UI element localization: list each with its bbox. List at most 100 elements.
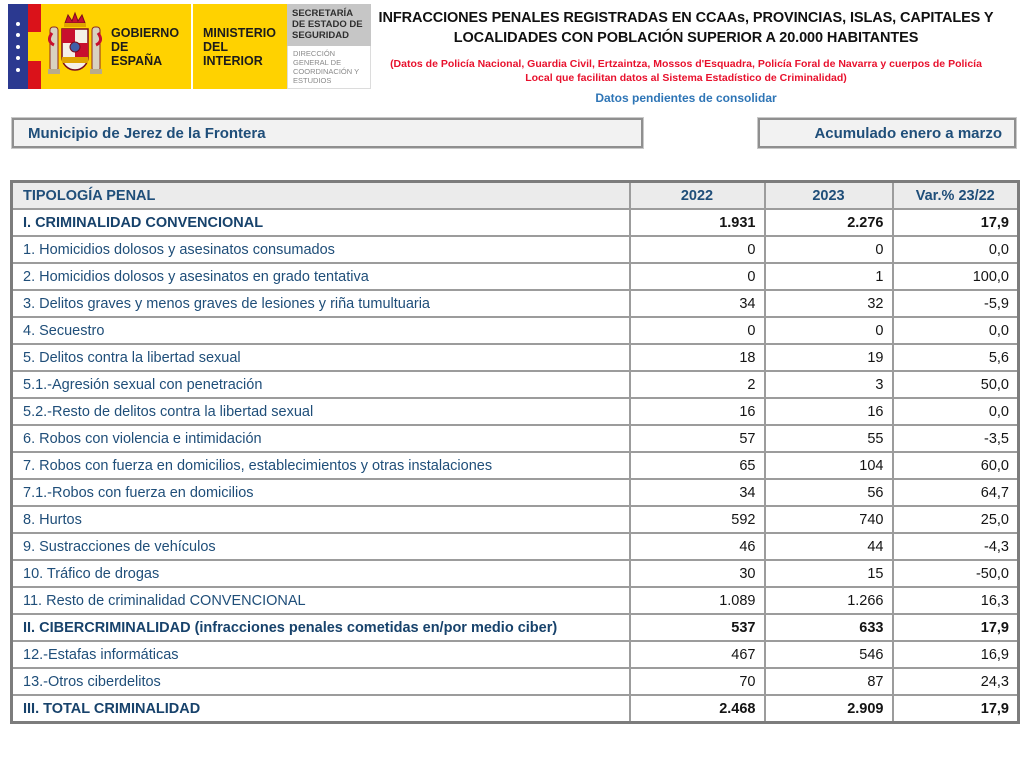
row-value-variation: 16,3 [891,586,1020,615]
row-value-2023: 104 [763,451,894,480]
row-value-variation: -4,3 [891,532,1020,561]
column-header-2023: 2023 [763,180,894,210]
gobierno-de-espana-logo: GOBIERNO DE ESPAÑA MINISTERIO DEL INTERI… [8,4,371,89]
government-label: GOBIERNO DE ESPAÑA [111,25,180,68]
row-value-variation: -5,9 [891,289,1020,318]
row-label: 5. Delitos contra la libertad sexual [10,343,631,372]
row-label: 5.2.-Resto de delitos contra la libertad… [10,397,631,426]
table-row: 8. Hurtos 592 740 25,0 [10,505,1020,534]
direction-label: DIRECCIÓN GENERAL DE COORDINACIÓN Y ESTU… [287,46,371,89]
row-value-2023: 56 [763,478,894,507]
municipality-selector[interactable]: Municipio de Jerez de la Frontera [11,117,644,149]
column-header-variation: Var.% 23/22 [891,180,1020,210]
logo-secretary-panel: SECRETARÍA DE ESTADO DE SEGURIDAD DIRECC… [287,4,371,89]
row-value-2022: 65 [628,451,766,480]
table-row: II. CIBERCRIMINALIDAD (infracciones pena… [10,613,1020,642]
row-value-2023: 3 [763,370,894,399]
row-value-2023: 0 [763,316,894,345]
row-value-variation: 17,9 [891,613,1020,642]
row-value-variation: -50,0 [891,559,1020,588]
row-value-2023: 15 [763,559,894,588]
table-header-row: TIPOLOGÍA PENAL 2022 2023 Var.% 23/22 [10,180,1020,210]
row-label: 7.1.-Robos con fuerza en domicilios [10,478,631,507]
row-label: 12.-Estafas informáticas [10,640,631,669]
row-label: 10. Tráfico de drogas [10,559,631,588]
row-value-2022: 0 [628,316,766,345]
row-value-variation: 25,0 [891,505,1020,534]
row-label: 2. Homicidios dolosos y asesinatos en gr… [10,262,631,291]
row-value-2023: 740 [763,505,894,534]
table-row: 7.1.-Robos con fuerza en domicilios 34 56 6… [10,478,1020,507]
row-value-variation: 60,0 [891,451,1020,480]
title-block: INFRACCIONES PENALES REGISTRADAS EN CCAA… [352,8,1020,105]
row-value-2023: 32 [763,289,894,318]
row-value-2023: 2.909 [763,694,894,724]
page-title: INFRACCIONES PENALES REGISTRADAS EN CCAA… [352,8,1020,48]
pending-consolidation-note: Datos pendientes de consolidar [595,91,777,105]
table-row: 5.1.-Agresión sexual con penetración 2 3 50… [10,370,1020,399]
row-value-variation: 0,0 [891,397,1020,426]
row-value-variation: 100,0 [891,262,1020,291]
logo-flag-panel: GOBIERNO DE ESPAÑA MINISTERIO DEL INTERI… [8,4,287,89]
period-selector[interactable]: Acumulado enero a marzo [757,117,1017,149]
row-label: 4. Secuestro [10,316,631,345]
table-body: I. CRIMINALIDAD CONVENCIONAL 1.931 2.276 17… [10,208,1020,724]
spain-flag-icon [28,4,41,89]
row-value-2023: 2.276 [763,208,894,237]
logo-divider [191,4,193,89]
row-value-2022: 34 [628,478,766,507]
row-label: 9. Sustracciones de vehículos [10,532,631,561]
row-value-2022: 16 [628,397,766,426]
row-value-variation: 5,6 [891,343,1020,372]
crime-statistics-table: TIPOLOGÍA PENAL 2022 2023 Var.% 23/22 I.… [10,180,1020,724]
row-value-2022: 57 [628,424,766,453]
row-value-variation: 17,9 [891,208,1020,237]
row-value-2022: 0 [628,262,766,291]
row-value-2023: 0 [763,235,894,264]
spain-coat-of-arms-icon [41,4,109,89]
table-row: 5. Delitos contra la libertad sexual 18 19… [10,343,1020,372]
row-value-variation: 0,0 [891,235,1020,264]
row-value-2023: 44 [763,532,894,561]
row-label: 11. Resto de criminalidad CONVENCIONAL [10,586,631,615]
table-row: 11. Resto de criminalidad CONVENCIONAL 1.… [10,586,1020,615]
stars-strip-icon [8,4,28,89]
row-label: II. CIBERCRIMINALIDAD (infracciones pena… [10,613,631,642]
row-value-2023: 633 [763,613,894,642]
table-row: 5.2.-Resto de delitos contra la libertad… [10,397,1020,426]
row-value-variation: 64,7 [891,478,1020,507]
row-value-2023: 55 [763,424,894,453]
row-value-2022: 70 [628,667,766,696]
row-value-2022: 2.468 [628,694,766,724]
table-row: 4. Secuestro 0 0 0,0 [10,316,1020,345]
row-label: 7. Robos con fuerza en domicilios, estab… [10,451,631,480]
table-row: III. TOTAL CRIMINALIDAD 2.468 2.909 17,9 [10,694,1020,724]
data-sources-note: (Datos de Policía Nacional, Guardia Civi… [352,57,1020,85]
table-row: 2. Homicidios dolosos y asesinatos en gr… [10,262,1020,291]
row-label: 8. Hurtos [10,505,631,534]
row-value-2023: 16 [763,397,894,426]
table-row: 7. Robos con fuerza en domicilios, estab… [10,451,1020,480]
row-label: III. TOTAL CRIMINALIDAD [10,694,631,724]
row-value-2023: 87 [763,667,894,696]
row-label: I. CRIMINALIDAD CONVENCIONAL [10,208,631,237]
table-row: 1. Homicidios dolosos y asesinatos consu… [10,235,1020,264]
row-value-2022: 0 [628,235,766,264]
row-value-2023: 546 [763,640,894,669]
row-value-2023: 1.266 [763,586,894,615]
table-row: 10. Tráfico de drogas 30 15 -50,0 [10,559,1020,588]
table-row: 12.-Estafas informáticas 467 546 16,9 [10,640,1020,669]
row-value-2022: 34 [628,289,766,318]
table-row: 13.-Otros ciberdelitos 70 87 24,3 [10,667,1020,696]
row-value-2022: 2 [628,370,766,399]
row-label: 13.-Otros ciberdelitos [10,667,631,696]
page-title-line1: INFRACCIONES PENALES REGISTRADAS EN CCAA… [378,10,994,26]
row-value-variation: -3,5 [891,424,1020,453]
row-value-2022: 18 [628,343,766,372]
column-header-2022: 2022 [628,180,766,210]
row-value-2022: 592 [628,505,766,534]
row-value-2022: 467 [628,640,766,669]
row-value-2023: 1 [763,262,894,291]
row-value-variation: 16,9 [891,640,1020,669]
row-value-2022: 46 [628,532,766,561]
